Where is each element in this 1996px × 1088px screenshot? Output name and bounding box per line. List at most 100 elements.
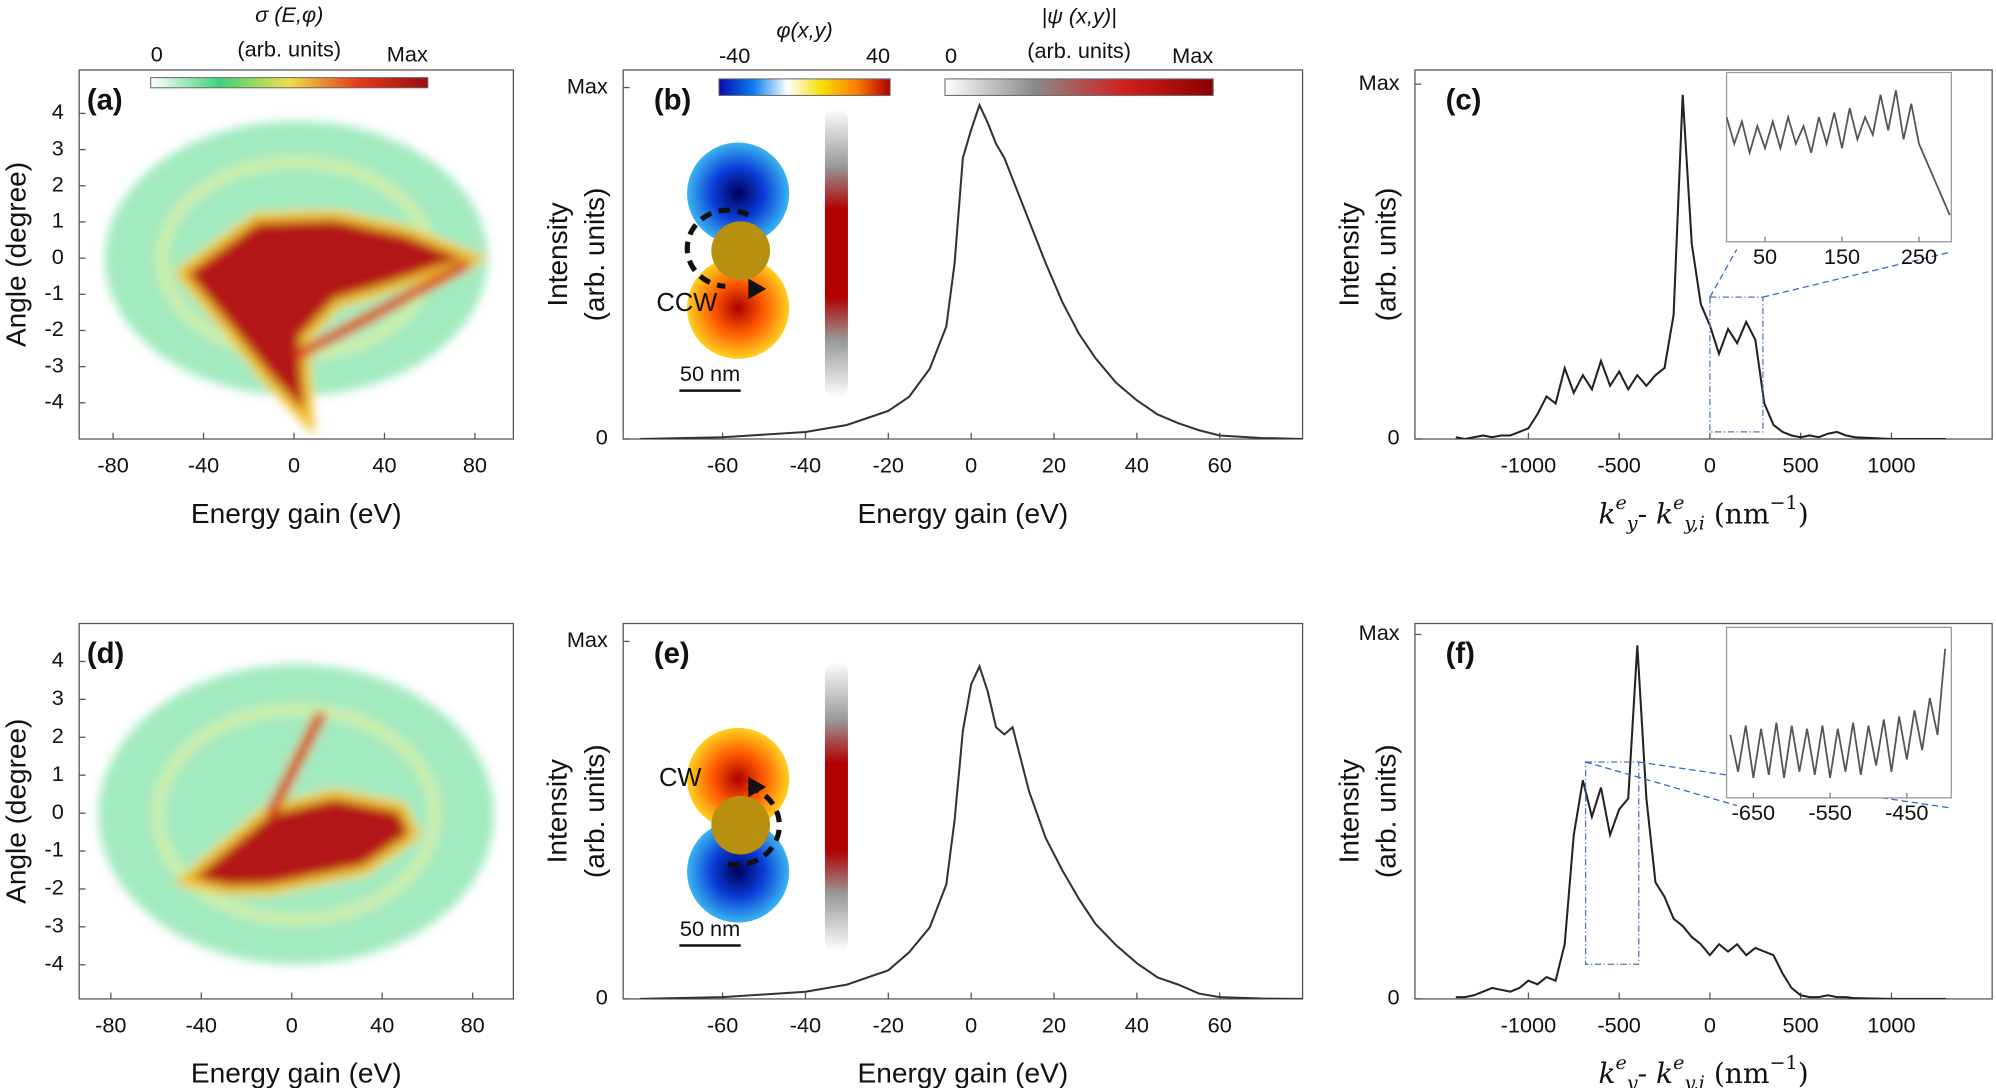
x-tick-label: -1000 [1501, 453, 1556, 478]
y-tick-label: 0 [1388, 425, 1400, 450]
x-tick-label: 40 [1125, 1013, 1149, 1038]
heat-arm [266, 710, 327, 817]
heat-arm [293, 258, 472, 361]
x-axis-label-part: −1 [1769, 491, 1797, 514]
x-axis-label-part: k [1598, 1057, 1615, 1088]
arrow-head [748, 776, 767, 798]
y-tick-label: 0 [52, 799, 64, 824]
x-tick-label: 500 [1783, 453, 1819, 478]
x-tick-label: -80 [97, 453, 128, 478]
y-tick-label: -4 [45, 951, 64, 976]
x-tick-label: -40 [188, 453, 219, 478]
x-axis-label-part: −1 [1769, 1051, 1797, 1074]
x-tick-label: -60 [707, 453, 738, 478]
heat-core [194, 799, 409, 886]
x-axis-label-part: ) [1798, 1057, 1809, 1088]
inset-x-tick-label: 150 [1824, 244, 1860, 269]
heat-core [187, 220, 463, 412]
x-tick-label: 20 [1042, 1013, 1066, 1038]
y-axis-label: (arb. units) [1371, 744, 1402, 878]
y-tick-label: -3 [45, 352, 64, 377]
line [639, 663, 1303, 999]
x-axis-label-part: y,i [1683, 511, 1704, 534]
y-tick-label: -1 [45, 280, 64, 305]
x-tick-label: 40 [370, 1013, 394, 1038]
colorbar [718, 78, 891, 96]
x-tick-label: 80 [463, 453, 487, 478]
zoom-line [1762, 251, 1952, 298]
x-axis-label-part: e [1673, 1051, 1684, 1074]
x-axis-label-part: e [1673, 491, 1684, 514]
panel-label: (d) [87, 637, 124, 670]
colorbar [944, 78, 1214, 96]
panel-label: (f) [1446, 637, 1475, 670]
panel-label: (b) [654, 84, 691, 117]
x-tick-label: 0 [286, 1013, 298, 1038]
colorbar-title: φ(x,y) [776, 18, 832, 43]
plot-frame [78, 622, 515, 1000]
x-axis-label-part: k [1598, 497, 1615, 530]
inset-x-tick-label: 250 [1901, 244, 1937, 269]
y-tick-label: 1 [52, 208, 64, 233]
y-axis-label: (arb. units) [1371, 188, 1402, 322]
colorbar-tick-label: Max [1172, 43, 1213, 68]
zoom-box [1709, 296, 1764, 433]
y-tick-label: Max [567, 627, 608, 652]
inset-x-tick-label: -650 [1732, 800, 1775, 825]
panel-label: (a) [87, 84, 123, 117]
lobe-top [687, 727, 790, 830]
zoom-line [1585, 761, 1737, 807]
heat-ring [153, 705, 439, 924]
colorbar-tick-label: 40 [866, 43, 890, 68]
heatmap-image [98, 664, 495, 965]
heatmap-image [104, 120, 489, 436]
inset-x-tick-label: 50 [1753, 244, 1777, 269]
x-axis-label: key- key,i (nm−1) [1598, 491, 1808, 534]
x-axis-label-part: - k [1638, 497, 1673, 530]
wave-streak [824, 661, 848, 952]
inset-x-tick-label: -450 [1885, 800, 1928, 825]
y-tick-label: -3 [45, 913, 64, 938]
plot-frame [1414, 69, 1993, 440]
colorbar [150, 77, 429, 89]
x-axis-label-part: y [1626, 511, 1638, 534]
zoom-box [1584, 761, 1640, 965]
arrow-head [748, 278, 767, 300]
x-tick-label: 0 [965, 453, 977, 478]
inset-frame [1725, 626, 1952, 799]
line [639, 102, 1303, 440]
scale-label: 50 nm [680, 916, 740, 941]
heatmap-blur [98, 664, 495, 965]
x-tick-label: 80 [461, 1013, 485, 1038]
x-axis-label-part: (nm [1705, 1057, 1770, 1088]
colorbar-tick-label: -40 [719, 43, 750, 68]
x-tick-label: 40 [1125, 453, 1149, 478]
y-tick-label: 4 [52, 647, 64, 672]
colorbar-title: σ (E,φ) [255, 2, 323, 27]
inset-line [1729, 648, 1947, 779]
wave-streak [824, 108, 848, 399]
x-tick-label: -40 [790, 1013, 821, 1038]
y-tick-label: 3 [52, 685, 64, 710]
y-tick-label: -4 [45, 389, 64, 414]
y-tick-label: Max [1359, 70, 1400, 95]
y-tick-label: 2 [52, 723, 64, 748]
x-axis-label: key- key,i (nm−1) [1598, 1051, 1808, 1088]
y-tick-label: 4 [52, 99, 64, 124]
x-tick-label: 60 [1208, 453, 1232, 478]
rotation-label: CCW [656, 289, 717, 317]
x-tick-label: 40 [372, 453, 396, 478]
x-tick-label: -40 [186, 1013, 217, 1038]
y-axis-label: Angle (degree) [0, 162, 31, 347]
x-axis-label-part: y [1626, 1071, 1638, 1088]
x-axis-label-part: e [1615, 491, 1626, 514]
x-tick-label: -1000 [1501, 1013, 1556, 1038]
colorbar-tick-label: 0 [151, 42, 163, 67]
inset-line [1726, 90, 1951, 216]
x-axis-label-part: - k [1638, 1057, 1673, 1088]
x-tick-label: -500 [1597, 453, 1640, 478]
y-tick-label: Max [567, 73, 608, 98]
panel-label: (e) [654, 637, 690, 670]
zoom-line [1709, 249, 1738, 298]
x-tick-label: 1000 [1867, 1013, 1915, 1038]
